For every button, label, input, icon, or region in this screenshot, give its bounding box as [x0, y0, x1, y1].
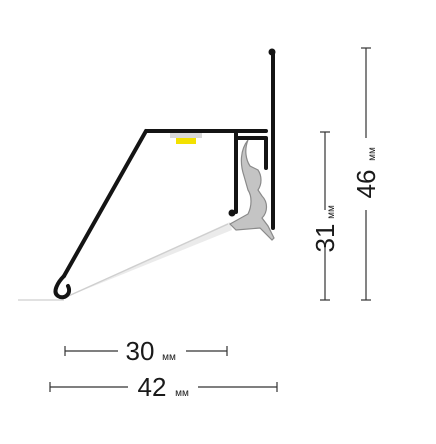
width-total-unit: мм	[175, 388, 189, 399]
dimension-width-total: 42 мм	[49, 372, 278, 402]
width-inner-unit: мм	[162, 352, 176, 363]
profile-hook	[53, 274, 71, 300]
dimension-height-inner: 31 мм	[310, 131, 340, 301]
light-beam-edge	[63, 223, 229, 299]
led-strip-base	[170, 133, 202, 138]
led-chip	[176, 138, 196, 144]
width-total-value: 42	[138, 372, 167, 402]
height-inner-value: 31	[310, 224, 340, 253]
dimension-width-inner: 30 мм	[64, 336, 228, 366]
profile-inner-tip	[228, 209, 236, 217]
height-total-value: 46	[351, 170, 381, 199]
profile-top-tip	[268, 48, 276, 56]
height-total-unit: мм	[367, 147, 378, 161]
height-inner-unit: мм	[326, 205, 337, 219]
width-inner-value: 30	[126, 336, 155, 366]
diffuser-insert	[229, 139, 275, 241]
dimension-height-total: 46 мм	[351, 47, 381, 301]
